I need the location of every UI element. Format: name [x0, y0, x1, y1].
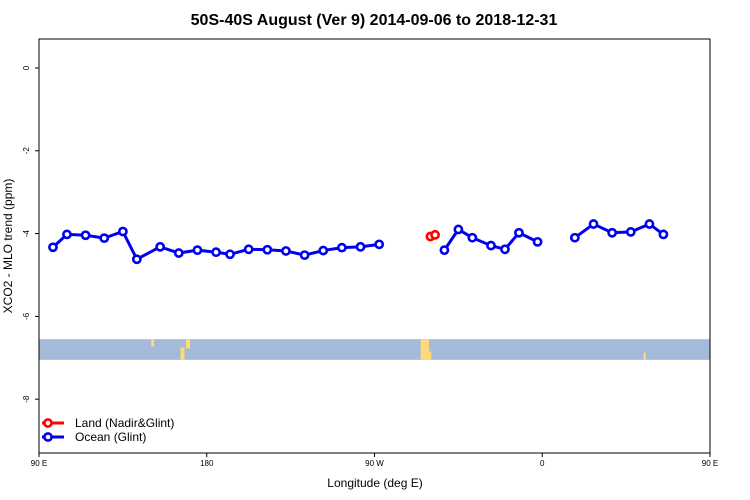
data-point: [644, 219, 655, 229]
data-point: [62, 229, 72, 240]
land-patch: [643, 352, 646, 360]
data-point: [318, 245, 329, 256]
land-patch: [186, 339, 191, 349]
x-axis-label: Longitude (deg E): [327, 476, 422, 490]
land-patch: [425, 351, 432, 360]
data-point: [243, 244, 254, 255]
data-point: [588, 219, 599, 229]
legend-label: Land (Nadir&Glint): [75, 416, 174, 430]
data-point: [262, 244, 273, 255]
data-point: [439, 245, 450, 256]
data-point: [500, 244, 510, 255]
data-point: [211, 247, 221, 258]
y-axis-label: XCO2 - MLO trend (ppm): [1, 179, 15, 314]
data-point: [173, 248, 184, 258]
land-ocean-strip: [39, 339, 710, 360]
data-point: [430, 229, 440, 240]
data-point: [453, 224, 464, 235]
data-point: [336, 242, 347, 253]
legend: Land (Nadir&Glint)Ocean (Glint): [42, 416, 174, 444]
data-point: [48, 242, 58, 253]
data-point: [225, 249, 235, 260]
y-tick-label: -8: [22, 395, 31, 403]
data-point: [514, 227, 524, 238]
legend-marker: [43, 432, 53, 442]
land-patch: [151, 339, 155, 347]
data-point: [658, 229, 669, 240]
data-point: [607, 227, 618, 238]
x-tick-label: 0: [540, 459, 545, 468]
data-point: [117, 226, 128, 237]
y-tick-label: -2: [22, 147, 31, 155]
data-point: [281, 246, 291, 256]
data-point: [131, 254, 142, 265]
legend-label: Ocean (Glint): [75, 430, 146, 444]
y-tick-label: 0: [22, 65, 31, 70]
y-axis: 0 -2 -4 -6 -8: [22, 65, 39, 403]
land-patch: [180, 347, 185, 360]
x-tick-label: 90 W: [365, 459, 384, 468]
chart-title: 50S-40S August (Ver 9) 2014-09-06 to 201…: [191, 12, 558, 29]
data-point: [155, 241, 166, 252]
data-point: [569, 232, 580, 243]
legend-marker: [43, 418, 53, 428]
x-tick-label: 90 E: [702, 459, 718, 468]
series-layer: [48, 219, 669, 265]
land-patch: [420, 339, 430, 360]
series-land: [425, 229, 440, 242]
y-tick-label: -6: [22, 312, 31, 320]
data-point: [80, 230, 91, 241]
data-point: [99, 233, 110, 244]
x-tick-label: 90 E: [31, 459, 47, 468]
data-point: [355, 241, 366, 252]
data-point: [299, 250, 310, 261]
x-tick-label: 180: [200, 459, 214, 468]
data-point: [192, 245, 203, 256]
data-point: [467, 232, 478, 243]
data-point: [486, 240, 496, 251]
series-ocean: [48, 219, 669, 265]
ocean-band: [39, 339, 710, 360]
data-point: [374, 239, 385, 250]
y-tick-label: -4: [22, 229, 31, 237]
data-point: [625, 227, 636, 237]
data-point: [532, 236, 543, 247]
